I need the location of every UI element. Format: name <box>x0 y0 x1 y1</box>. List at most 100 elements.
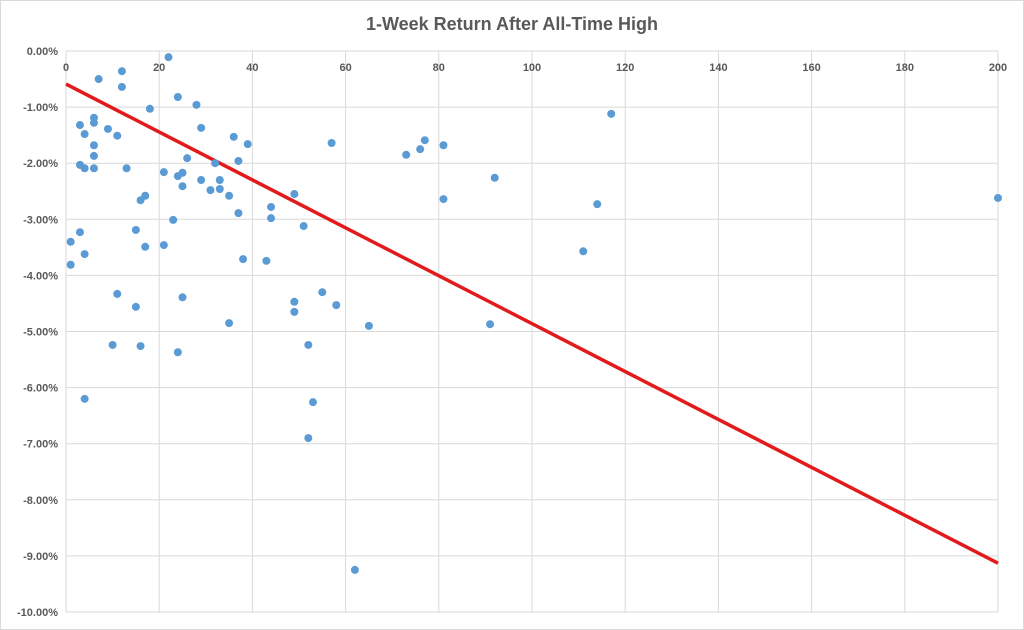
x-tick-label: 200 <box>989 62 1007 74</box>
data-point <box>131 225 140 234</box>
data-point <box>234 156 243 165</box>
data-point <box>364 321 373 330</box>
trendline <box>65 82 999 565</box>
data-point <box>439 195 448 204</box>
y-tick-label: 0.00% <box>27 46 58 58</box>
y-tick-label: -1.00% <box>23 102 58 114</box>
data-point <box>173 93 182 102</box>
data-point <box>332 301 341 310</box>
data-point <box>579 247 588 256</box>
y-tick-label: -8.00% <box>23 495 58 507</box>
data-point <box>243 140 252 149</box>
data-point <box>304 434 313 443</box>
data-point <box>486 320 495 329</box>
data-point <box>113 289 122 298</box>
x-tick-label: 20 <box>153 62 165 74</box>
data-point <box>593 200 602 209</box>
y-tick-label: -6.00% <box>23 383 58 395</box>
data-point <box>141 242 150 251</box>
data-point <box>225 319 234 328</box>
y-tick-label: -4.00% <box>23 270 58 282</box>
data-point <box>299 222 308 231</box>
data-point <box>192 100 201 109</box>
data-point <box>103 124 112 133</box>
data-point <box>290 297 299 306</box>
x-tick-label: 0 <box>63 62 69 74</box>
data-point <box>117 82 126 91</box>
data-point <box>416 145 425 154</box>
data-point <box>169 215 178 224</box>
data-point <box>262 256 271 265</box>
data-point <box>89 141 98 150</box>
data-point <box>89 151 98 160</box>
data-point <box>290 307 299 316</box>
data-point <box>350 565 359 574</box>
x-tick-label: 120 <box>616 62 634 74</box>
data-point <box>229 132 238 141</box>
x-tick-label: 40 <box>246 62 258 74</box>
y-tick-label: -2.00% <box>23 158 58 170</box>
data-point <box>117 67 126 76</box>
data-point <box>267 214 276 223</box>
data-point <box>439 141 448 150</box>
data-point <box>239 255 248 264</box>
data-point <box>197 123 206 132</box>
y-tick-label: -10.00% <box>17 607 58 619</box>
data-point <box>267 202 276 211</box>
data-point <box>327 139 336 148</box>
data-point <box>607 109 616 118</box>
data-point <box>94 75 103 84</box>
data-point <box>113 131 122 140</box>
data-point <box>215 176 224 185</box>
data-point <box>145 104 154 113</box>
y-tick-label: -7.00% <box>23 439 58 451</box>
data-point <box>75 121 84 130</box>
x-tick-label: 80 <box>433 62 445 74</box>
data-point <box>159 168 168 177</box>
data-point <box>108 340 117 349</box>
x-tick-label: 160 <box>802 62 820 74</box>
x-tick-label: 180 <box>896 62 914 74</box>
data-point <box>304 340 313 349</box>
data-point <box>178 293 187 302</box>
data-point <box>402 150 411 159</box>
chart-title: 1-Week Return After All-Time High <box>366 14 658 34</box>
y-tick-label: -5.00% <box>23 327 58 339</box>
data-point <box>66 260 75 269</box>
data-point <box>136 342 145 351</box>
data-point <box>490 173 499 182</box>
data-point <box>173 348 182 357</box>
data-point <box>89 164 98 173</box>
data-point <box>994 193 1002 202</box>
data-point <box>225 191 234 200</box>
data-point <box>183 154 192 163</box>
data-point <box>318 288 327 297</box>
data-point <box>141 191 150 200</box>
data-point <box>75 228 84 237</box>
y-tick-label: -3.00% <box>23 214 58 226</box>
data-point <box>131 302 140 311</box>
y-tick-label: -9.00% <box>23 551 58 563</box>
data-point <box>66 237 75 246</box>
data-point <box>178 182 187 191</box>
data-point <box>159 241 168 250</box>
x-tick-label: 60 <box>339 62 351 74</box>
data-point <box>80 130 89 139</box>
data-point <box>178 168 187 177</box>
data-point <box>308 398 317 407</box>
data-point <box>206 186 215 195</box>
data-point <box>197 176 206 185</box>
data-point <box>89 118 98 127</box>
data-point <box>122 164 131 173</box>
data-point <box>80 250 89 259</box>
data-point <box>211 159 220 168</box>
data-point <box>420 136 429 145</box>
x-tick-label: 140 <box>709 62 727 74</box>
data-point <box>164 53 173 62</box>
data-point <box>215 185 224 194</box>
data-point <box>80 394 89 403</box>
x-tick-label: 100 <box>523 62 541 74</box>
data-point <box>290 190 299 199</box>
data-point <box>80 164 89 173</box>
